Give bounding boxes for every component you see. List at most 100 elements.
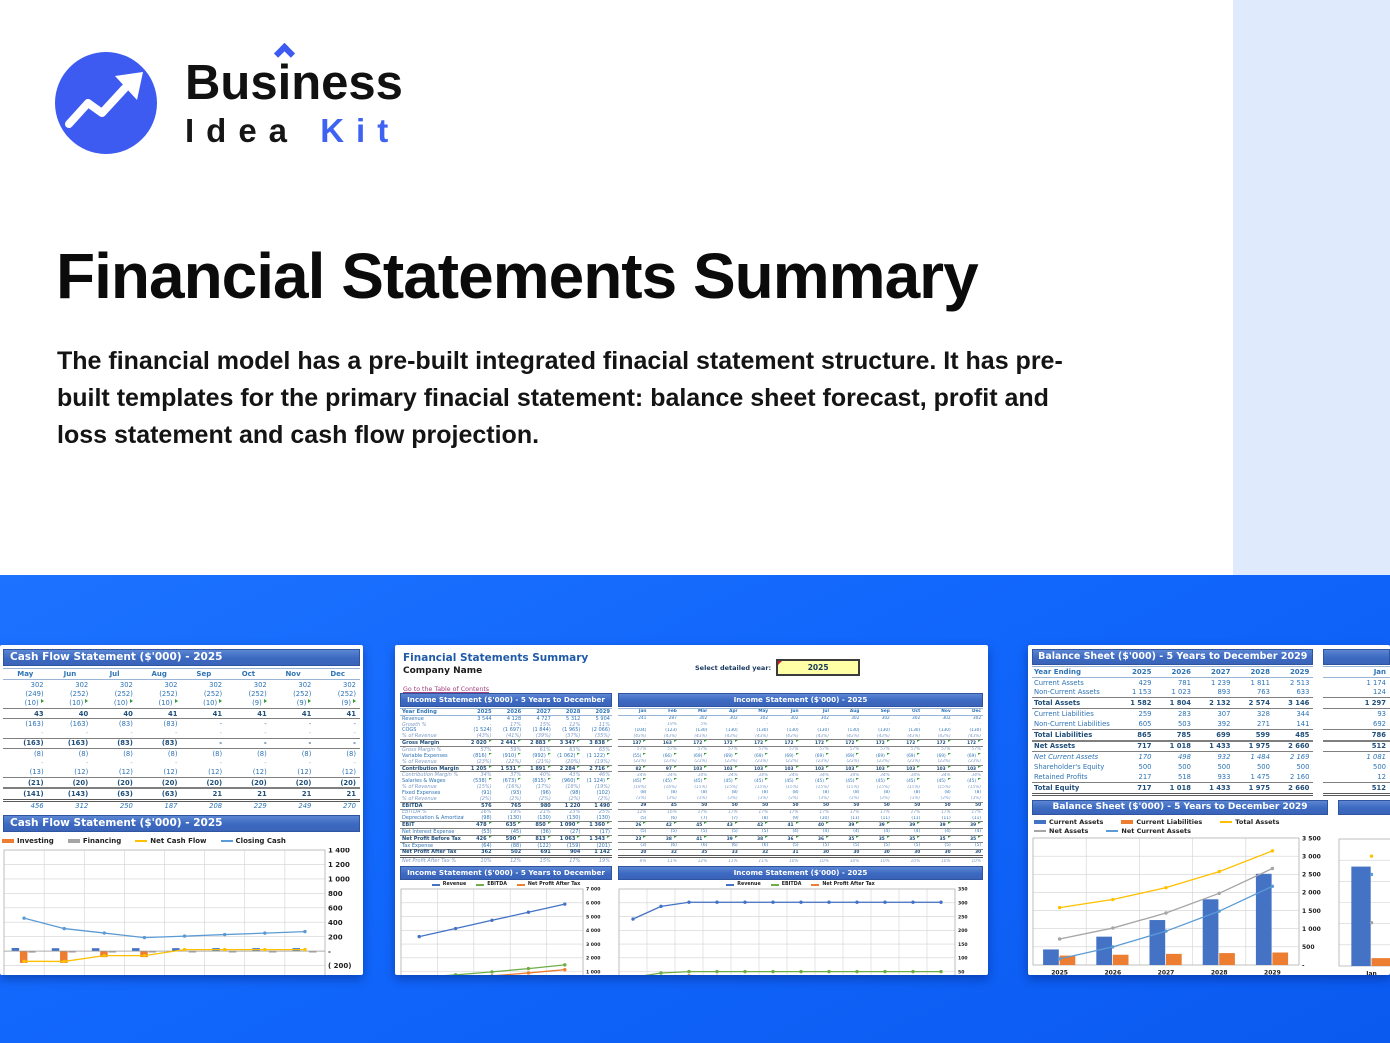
table-row: 20 32 35 33 32 31 30 30 30 30 30 30 — [618, 848, 983, 859]
legend-swatch — [1034, 829, 1046, 832]
svg-text:300: 300 — [958, 901, 968, 907]
table-row: % of Revenue (15%) (16%) (17%) (18%) (19%) — [402, 784, 610, 791]
balance-monthly-table: Jan 1 174 124 1 297 93 692 786 512 1 081 500 12 512 — [1323, 666, 1390, 796]
table-row: Net Profit After Tax % 10% 12% 15% 17% 19% — [402, 858, 610, 865]
balance-chart-legend: Current Assets Current Liabilities Total A… — [1032, 815, 1328, 836]
table-row: Retained Profits 217 518 933 1 475 2 160 — [1034, 772, 1310, 781]
table-row: Current Liabilities 259 283 307 328 344 — [1034, 710, 1310, 719]
annual-income-chart-header-bar: Income Statement ($'000) - 5 Years to De… — [400, 866, 612, 889]
table-row: (163) (163) (83) (83) - - - - — [3, 737, 360, 750]
table-row: 500 — [1373, 763, 1386, 772]
table-of-contents-link[interactable]: Go to the Table of Contents — [403, 686, 490, 693]
annual-income-header-bar: Income Statement ($'000) - 5 Years to De… — [400, 693, 612, 716]
legend-swatch — [2, 838, 14, 843]
table-row: Total Assets 1 582 1 804 2 132 2 574 3 146 — [1032, 697, 1314, 710]
table-row: (3) (6) (6) (6) (6) (5) (5) (5) (5) (5) (5) (5) — [640, 843, 982, 849]
monthly-income-table: Jan Feb Mar Apr May Jun Jul Aug Sep Oct Nov Dec 241 2… — [618, 708, 983, 864]
svg-text:50: 50 — [958, 970, 964, 975]
summary-header: Financial Statements Summary Company Nam… — [395, 645, 988, 693]
comment-marker-icon — [778, 661, 783, 665]
monthly-income-header-bar: Income Statement ($'000) - 2025 — [618, 693, 983, 707]
table-row: 1 174 — [1366, 678, 1386, 687]
brand-name-top: Busi ness — [185, 42, 403, 108]
legend-item: Net Profit After Tax — [516, 882, 580, 887]
legend-swatch — [726, 883, 735, 886]
table-row: 93 — [1377, 710, 1386, 719]
table-row: 8% 11% 12% 11% 11% 10% 10% 10% 10% 10% 10% 10% — [639, 858, 982, 864]
table-row: 512 — [1323, 781, 1390, 796]
legend-item: Financing — [67, 837, 121, 845]
balance-monthly-chart: Jan — [1338, 838, 1390, 975]
table-row: Net Interest Expense (53) (45) (36) (27) (17) — [402, 828, 610, 835]
svg-text:100: 100 — [958, 956, 968, 962]
table-row: Fixed Expenses (91) (93) (96) (98) (102) — [402, 789, 610, 796]
table-row: (5) (6) (7) (7) (8) (9) (10) (11) (11) (11) (11) (1… — [640, 815, 982, 821]
table-row: Total Liabilities 865 785 699 599 485 — [1032, 728, 1314, 741]
table-row: 124 — [1373, 688, 1386, 697]
svg-text:2 000: 2 000 — [1302, 889, 1321, 896]
table-row: Net Profit Before Tax 426 590 813 1 063 1 343 — [400, 834, 612, 843]
svg-text:4 000: 4 000 — [586, 928, 600, 934]
balance-monthly-chart-header-bar — [1338, 799, 1390, 815]
svg-text:6 000: 6 000 — [586, 901, 600, 907]
balance-chart: 3 500 3 000 2 500 2 000 1 500 1 000 500 - 2025 20… — [1032, 835, 1321, 975]
year-selector-input[interactable]: 2025 — [776, 659, 861, 676]
balance-sheet-screenshot-panel: Balance Sheet ($'000) - 5 Years to Decem… — [1028, 645, 1390, 975]
table-row: (163) (163) (83) (83) - - - - — [25, 719, 356, 728]
cash-flow-chart-legend: Investing Financing Net Cash Flow Closing C… — [0, 834, 363, 846]
svg-text:1 000: 1 000 — [586, 970, 600, 975]
svg-text:1 000: 1 000 — [328, 875, 350, 883]
svg-text:3 500: 3 500 — [1302, 836, 1321, 842]
svg-text:3 000: 3 000 — [1302, 853, 1321, 860]
page-title: Financial Statements Summary — [56, 239, 979, 312]
table-row: Total Equity 717 1 018 1 433 1 975 2 660 — [1032, 781, 1314, 796]
annual-income-table: Year Ending 2025 2026 2027 2028 2029 Revenue 3 … — [400, 708, 612, 864]
legend-item: Current Assets — [1034, 818, 1103, 826]
table-row: (23%) (23%) (23%) (23%) (23%) (23%) (23%) (23%)… — [633, 759, 982, 765]
table-row: (43%) (43%) (43%) (43%) (43%) (43%) (43%) (43%)… — [633, 733, 982, 739]
balance-table: Year Ending 2025 2026 2027 2028 2029 Current A… — [1032, 666, 1314, 796]
table-row: EBITDA 576 765 980 1 220 1 490 — [400, 801, 612, 810]
svg-text:200: 200 — [328, 933, 343, 941]
table-row: EBITDA % 16% 19% 21% 23% 25% — [402, 809, 610, 816]
legend-item: Net Assets — [1034, 827, 1088, 835]
table-row: 692 — [1373, 719, 1386, 728]
table-row: Contribution Margin 1 205 1 531 1 891 2 284 2… — [400, 764, 612, 773]
monthly-income-chart-block: Income Statement ($'000) - 2025 Revenue E… — [618, 866, 983, 975]
legend-swatch — [811, 883, 820, 886]
sheet-title: Financial Statements Summary — [403, 652, 589, 664]
svg-text:2026: 2026 — [1104, 969, 1121, 975]
table-row: Gross Margin 2 020 2 441 2 883 3 347 3 838 — [400, 739, 612, 748]
logo-trend-arrow-icon — [55, 52, 157, 154]
table-row: 82 97 103 103 103 103 103 103 103 103 103 103 — [618, 764, 983, 773]
legend-swatch — [516, 883, 525, 886]
monthly-income-chart-legend: Revenue EBITDA Net Profit After Tax — [618, 880, 983, 887]
table-row: (13) (12) (12) (12) (12) (12) (12) (12) — [29, 768, 356, 777]
svg-text:400: 400 — [328, 919, 343, 927]
legend-item: Net Cash Flow — [135, 837, 207, 845]
svg-text:2 000: 2 000 — [586, 956, 600, 962]
income-statement-screenshot-panel: Financial Statements Summary Company Nam… — [395, 645, 988, 975]
table-row: 1 297 — [1323, 697, 1390, 710]
table-row: Tax Expense (64) (88) (122) (159) (201) — [402, 842, 610, 849]
table-header-row: Year Ending 2025 2026 2027 2028 2029 — [1032, 666, 1314, 678]
table-row: Growth % -17% 15% 12% 11% — [402, 721, 610, 728]
table-row: -------- — [41, 759, 356, 768]
legend-swatch — [135, 839, 148, 842]
table-row: (21) (20) (20) (20) (20) (20) (20) (20) — [3, 776, 360, 789]
svg-text:7 000: 7 000 — [586, 887, 600, 893]
brand-name-bottom: Idea Kit — [185, 112, 401, 149]
table-row: 57% 57% 57% 57% 57% 57% 57% 57% 57% 57% 57% 57% — [636, 747, 982, 753]
legend-swatch — [1034, 819, 1046, 824]
legend-swatch — [1220, 820, 1233, 823]
table-row: Net Current Assets 170 498 932 1 484 2 169 — [1034, 753, 1310, 762]
svg-text:1 200: 1 200 — [328, 861, 350, 869]
table-row: 43 40 40 41 41 41 41 41 — [3, 707, 360, 720]
balance-annual-block: Balance Sheet ($'000) - 5 Years to Decem… — [1032, 649, 1314, 796]
cash-flow-chart-header-bar: Cash Flow Statement ($'000) - 2025 — [3, 814, 360, 832]
light-blue-accent-block — [1233, 0, 1390, 575]
table-header-row: Jan — [1323, 666, 1390, 678]
annual-income-chart-legend: Revenue EBITDA Net Profit After Tax — [400, 880, 612, 887]
legend-item: Revenue — [726, 882, 761, 887]
